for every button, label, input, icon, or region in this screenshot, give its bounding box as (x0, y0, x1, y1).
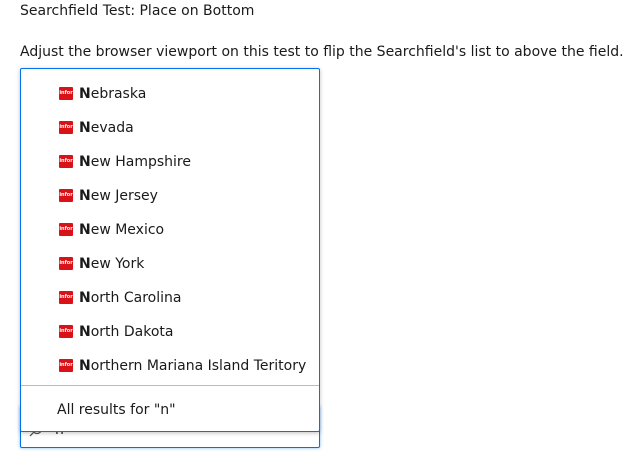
result-item-label: Nebraska (79, 86, 147, 102)
infor-logo-icon: infor (59, 121, 73, 134)
infor-logo-icon: infor (59, 155, 73, 168)
result-item-label: North Dakota (79, 324, 174, 340)
result-item[interactable]: infor New York (21, 247, 319, 281)
result-item[interactable]: infor New Hampshire (21, 145, 319, 179)
result-item-label: Nevada (79, 120, 134, 136)
result-item-label: New Jersey (79, 188, 158, 204)
result-item-label: North Carolina (79, 290, 182, 306)
result-list: infor Nebraska infor Nevada infor New Ha… (21, 77, 319, 383)
infor-logo-icon: infor (59, 87, 73, 100)
infor-logo-icon: infor (59, 189, 73, 202)
infor-logo-icon: infor (59, 257, 73, 270)
result-item[interactable]: infor North Carolina (21, 281, 319, 315)
result-item-label: New Mexico (79, 222, 165, 238)
infor-logo-icon: infor (59, 223, 73, 236)
result-item-label: Northern Mariana Island Teritory (79, 358, 307, 374)
results-divider (21, 385, 319, 386)
infor-logo-icon: infor (59, 359, 73, 372)
result-item[interactable]: infor North Dakota (21, 315, 319, 349)
instructions-text: Adjust the browser viewport on this test… (20, 44, 624, 60)
result-item[interactable]: infor New Jersey (21, 179, 319, 213)
result-item[interactable]: infor New Mexico (21, 213, 319, 247)
infor-logo-icon: infor (59, 325, 73, 338)
result-item-label: New York (79, 256, 145, 272)
result-item[interactable]: infor Nevada (21, 111, 319, 145)
searchfield-results-popup: infor Nebraska infor Nevada infor New Ha… (20, 68, 320, 432)
result-item-label: New Hampshire (79, 154, 191, 170)
result-item[interactable]: infor Nebraska (21, 77, 319, 111)
infor-logo-icon: infor (59, 291, 73, 304)
result-item[interactable]: infor Northern Mariana Island Teritory (21, 349, 319, 383)
page-title: Searchfield Test: Place on Bottom (20, 3, 255, 19)
all-results-link[interactable]: All results for "n" (57, 402, 176, 418)
